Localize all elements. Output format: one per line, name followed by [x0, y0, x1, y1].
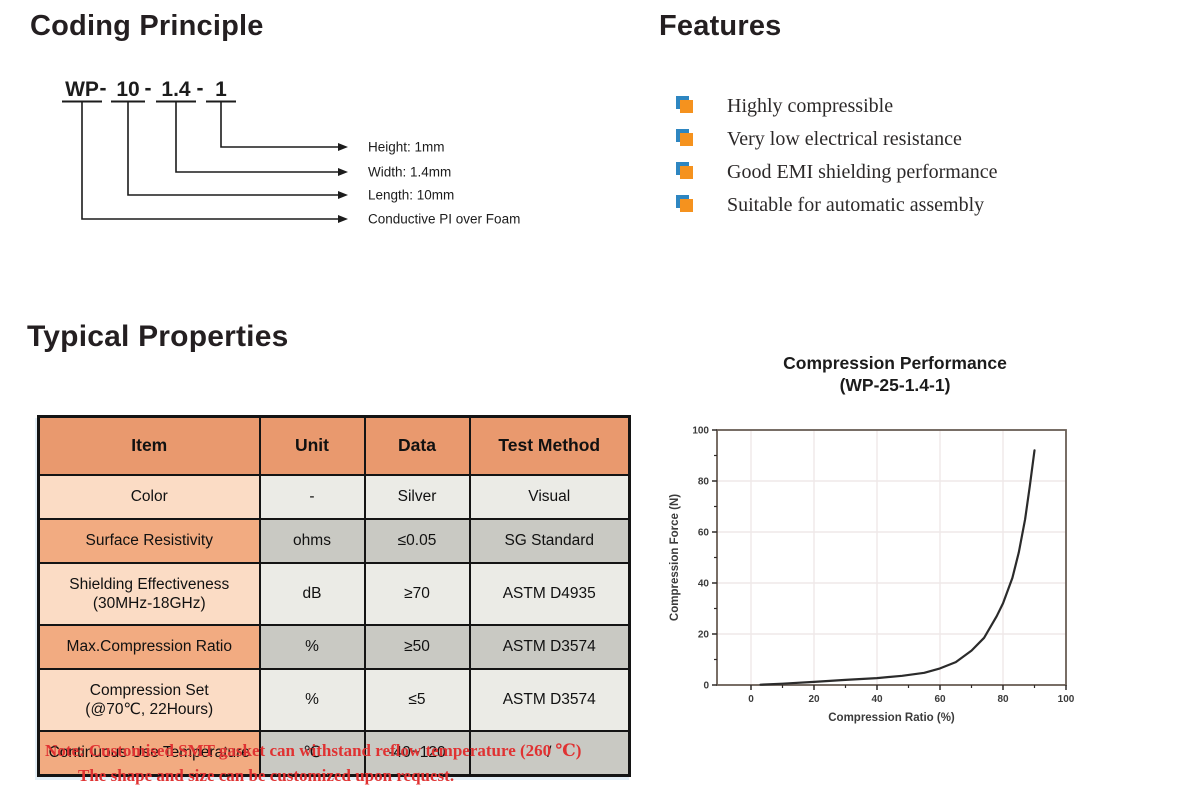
- x-tick-label: 60: [934, 694, 946, 705]
- chart-title-line: Compression Performance: [783, 353, 1007, 373]
- method-cell: ASTM D4935: [468, 562, 631, 626]
- code-segment: WP: [65, 78, 99, 101]
- y-tick-label: 80: [698, 477, 710, 488]
- table-row: Continuous Use Temperature ℃ -40~120/: [37, 730, 631, 776]
- table-row: Shielding Effectiveness (30MHz-18GHz) dB ≥7…: [37, 562, 631, 626]
- callout-line: [127, 102, 338, 196]
- method-cell: Visual: [468, 474, 631, 520]
- item-cell: Shielding Effectiveness (30MHz-18GHz): [37, 562, 261, 626]
- method-cell: SG Standard: [468, 518, 631, 564]
- data-cell: ≤5: [363, 668, 471, 732]
- chart-subtitle-line: (WP-25-1.4-1): [839, 375, 951, 395]
- method-cell: ASTM D3574: [468, 624, 631, 670]
- feature-item: Good EMI shielding performance: [676, 160, 997, 193]
- item-cell: Max.Compression Ratio: [37, 624, 261, 670]
- unit-cell: %: [258, 624, 366, 670]
- code-segment: 1.4: [161, 78, 191, 101]
- callout-label: Height: 1mm: [368, 140, 445, 155]
- table-row: Max.Compression Ratio% ≥50 ASTM D3574: [37, 624, 631, 670]
- y-tick-label: 0: [703, 681, 709, 692]
- callout-line: [220, 102, 338, 148]
- x-tick-label: 20: [808, 694, 820, 705]
- data-cell: ≤0.05: [363, 518, 471, 564]
- callout-label: Length: 10mm: [368, 188, 454, 203]
- code-segment: 10: [116, 78, 139, 101]
- data-cell: -40~120: [363, 730, 471, 776]
- feature-item: Suitable for automatic assembly: [676, 193, 997, 226]
- callout-label: Width: 1.4mm: [368, 165, 451, 180]
- method-cell: ASTM D3574: [468, 668, 631, 732]
- item-cell: Color: [37, 474, 261, 520]
- features-title: Features: [659, 10, 782, 42]
- data-cell: Silver: [363, 474, 471, 520]
- method-cell: /: [468, 730, 631, 776]
- coding-principle-title: Coding Principle: [30, 10, 264, 42]
- plot-frame: [716, 429, 1067, 686]
- feature-item: Very low electrical resistance: [676, 127, 997, 160]
- unit-cell: dB: [258, 562, 366, 626]
- item-cell: Surface Resistivity: [37, 518, 261, 564]
- x-axis-label: Compression Ratio (%): [828, 712, 955, 724]
- y-axis-label: Compression Force (N): [669, 494, 681, 621]
- square-bullet-icon: [676, 129, 694, 147]
- data-cell: ≥70: [363, 562, 471, 626]
- chart-title: Compression Performance (WP-25-1.4-1): [690, 352, 1100, 396]
- unit-cell: ohms: [258, 518, 366, 564]
- square-bullet-icon: [676, 162, 694, 180]
- callout-line: [81, 102, 338, 220]
- features-list: Highly compressible Very low electrical r…: [676, 94, 997, 226]
- feature-text: Good EMI shielding performance: [727, 161, 998, 183]
- table-row: Compression Set (@70℃, 22Hours)% ≤5 ASTM D3…: [37, 668, 631, 732]
- typical-properties-title: Typical Properties: [27, 320, 289, 353]
- unit-cell: -: [258, 474, 366, 520]
- feature-text: Very low electrical resistance: [727, 128, 962, 150]
- code-segment: 1: [215, 78, 227, 101]
- unit-cell: ℃: [258, 730, 366, 776]
- feature-text: Suitable for automatic assembly: [727, 194, 985, 216]
- feature-item: Highly compressible: [676, 94, 997, 127]
- y-tick-label: 40: [698, 579, 710, 590]
- footnote-line-2: The shape and size can be customized upo…: [78, 766, 455, 785]
- feature-text: Highly compressible: [727, 95, 894, 117]
- column-header: Data: [363, 415, 471, 476]
- callout-line: [175, 102, 338, 173]
- y-tick-label: 20: [698, 630, 710, 641]
- square-bullet-icon: [676, 96, 694, 114]
- table-row: Color - Silver Visual: [37, 474, 631, 520]
- footnote-line-1: Note: Customised SMT gasket can withstan…: [45, 741, 582, 760]
- code-separator: -: [100, 78, 107, 100]
- y-tick-label: 100: [692, 426, 709, 437]
- compression-curve: [759, 449, 1036, 686]
- column-header: Unit: [258, 415, 366, 476]
- item-cell: Continuous Use Temperature: [37, 730, 261, 776]
- properties-table: Item Unit Data Test Method Color - Silver Visu…: [37, 415, 631, 777]
- callout-label: Conductive PI over Foam: [368, 212, 520, 227]
- y-tick-label: 60: [698, 528, 710, 539]
- callout-arrowhead: [338, 215, 348, 223]
- code-separator: -: [197, 78, 204, 100]
- table-header-row: Item Unit Data Test Method: [37, 415, 631, 476]
- code-separator: -: [145, 78, 152, 100]
- callout-arrowhead: [338, 191, 348, 199]
- unit-cell: %: [258, 668, 366, 732]
- square-bullet-icon: [676, 195, 694, 213]
- x-tick-label: 0: [748, 694, 754, 705]
- column-header: Item: [37, 415, 261, 476]
- callout-arrowhead: [338, 168, 348, 176]
- footnote: Note: Customised SMT gasket can withstan…: [45, 738, 581, 788]
- compression-performance-chart: 0 20 40 60 80 100 0 20 40 60 80 100 Compression Rati…: [669, 426, 1075, 725]
- x-tick-label: 40: [871, 694, 883, 705]
- column-header: Test Method: [468, 415, 631, 476]
- callout-arrowhead: [338, 143, 348, 151]
- table-row: Surface Resistivity ohms ≤0.05 SG Standard: [37, 518, 631, 564]
- x-tick-label: 100: [1058, 694, 1075, 705]
- data-cell: ≥50: [363, 624, 471, 670]
- item-cell: Compression Set (@70℃, 22Hours): [37, 668, 261, 732]
- x-tick-label: 80: [997, 694, 1009, 705]
